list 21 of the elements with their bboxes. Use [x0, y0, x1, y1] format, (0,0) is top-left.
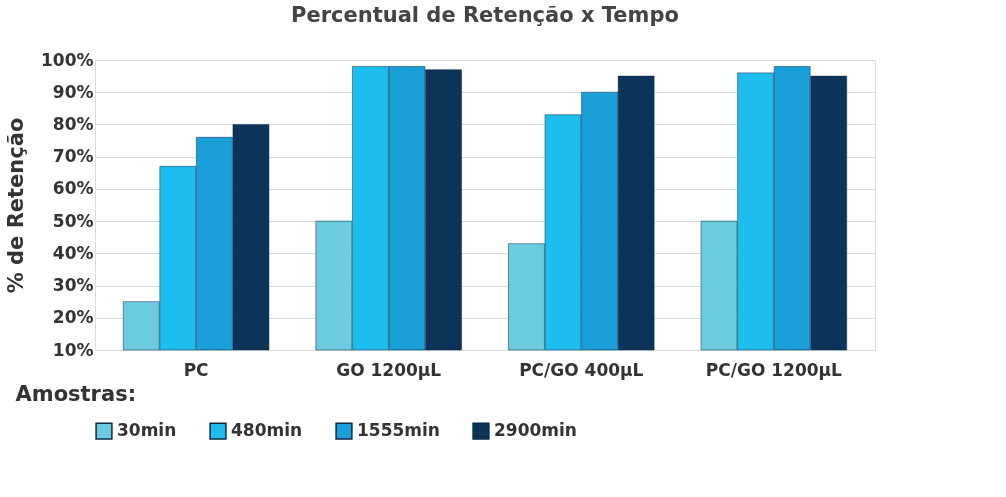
y-tick-label: 100%	[40, 49, 94, 70]
x-axis-title: Amostras:	[15, 381, 137, 406]
legend-label: 30min	[117, 420, 177, 441]
x-tick-label: PC	[183, 359, 209, 380]
y-tick-label: 50%	[52, 210, 94, 231]
y-tick-label: 40%	[52, 242, 94, 263]
x-tick-label: GO 1200µL	[336, 359, 442, 380]
legend-label: 1555min	[357, 420, 440, 441]
y-tick-label: 20%	[52, 307, 94, 328]
legend-label: 480min	[231, 420, 303, 441]
y-tick-label: 80%	[52, 113, 94, 134]
legend-label: 2900min	[494, 420, 577, 441]
chart-title: Percentual de Retenção x Tempo	[291, 3, 679, 27]
x-tick-label: PC/GO 400µL	[519, 359, 644, 380]
y-tick-label: 30%	[52, 275, 94, 296]
y-tick-label: 70%	[52, 146, 94, 167]
y-axis-title: % de Retenção	[3, 117, 28, 294]
x-tick-label: PC/GO 1200µL	[705, 359, 843, 380]
y-tick-label: 10%	[52, 339, 94, 360]
y-tick-label: 90%	[52, 81, 94, 102]
y-tick-label: 60%	[52, 178, 94, 199]
